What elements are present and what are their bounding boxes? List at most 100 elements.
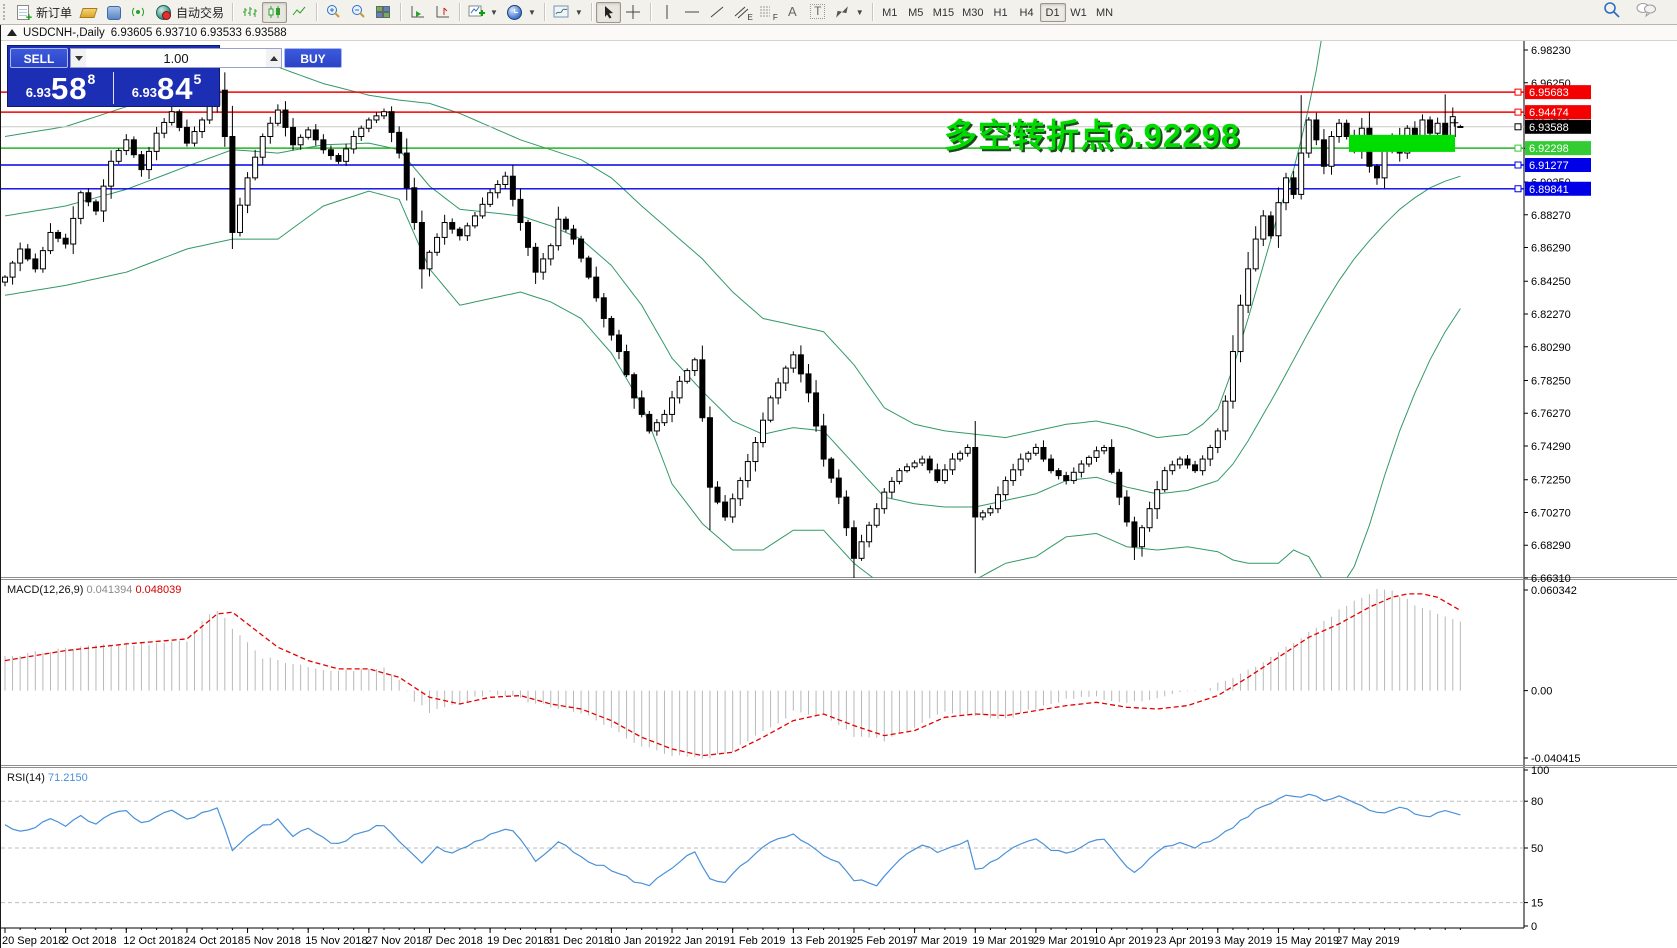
axis-label: 10 Apr 2019 — [1094, 935, 1153, 947]
clock-icon — [506, 4, 523, 20]
indicators-menu-button[interactable]: ▼ — [464, 2, 502, 23]
axis-label: 6.80290 — [1531, 342, 1571, 354]
volume-up-icon — [269, 55, 278, 61]
timeframe-button-MN[interactable]: MN — [1092, 3, 1118, 22]
sell-price-display[interactable]: 6.93 58 8 — [25, 71, 96, 106]
label-icon: T — [809, 4, 826, 20]
axis-label: 15 — [1531, 898, 1543, 910]
axis-label: -0.040415 — [1531, 753, 1581, 765]
toolbar-group-right — [1603, 1, 1675, 23]
toolbar-group-timeframes: M1 M5 M15 M30 H1 H4 D1 W1 MN — [877, 0, 1118, 24]
periods-menu-button[interactable]: ▼ — [502, 2, 540, 23]
zoom-out-button[interactable] — [346, 2, 371, 23]
toolbar-drag-handle[interactable] — [3, 4, 8, 20]
gold-bar-icon — [79, 4, 98, 20]
axis-label: 6.76270 — [1531, 408, 1571, 420]
depth-of-market-button[interactable] — [101, 2, 126, 23]
buy-button[interactable]: BUY — [284, 48, 342, 68]
timeframe-button-M15[interactable]: M15 — [929, 3, 958, 22]
horizontal-line-icon — [684, 4, 701, 20]
candlestick-chart-button[interactable] — [262, 1, 288, 23]
timeframe-button-D1[interactable]: D1 — [1039, 2, 1066, 22]
dropdown-caret-icon: ▼ — [855, 7, 864, 17]
chart-titlebar: USDCNH-,Daily 6.93605 6.93710 6.93533 6.… — [1, 25, 1677, 41]
axis-label: 6.98230 — [1531, 45, 1571, 57]
toolbar-separator — [590, 3, 592, 21]
text-label-button[interactable]: T — [805, 2, 830, 23]
autotrading-button[interactable]: 自动交易 — [151, 2, 228, 23]
tile-windows-icon — [375, 4, 392, 20]
zoom-in-button[interactable] — [321, 2, 346, 23]
cursor-arrow-icon — [600, 4, 617, 20]
chat-icon[interactable] — [1635, 1, 1657, 23]
axis-label: 24 Oct 2018 — [184, 935, 244, 947]
templates-button[interactable]: ▼ — [549, 2, 587, 23]
axis-label: 6.70270 — [1531, 507, 1571, 519]
axis-label: 0.00 — [1531, 686, 1552, 698]
axis-label: 27 Nov 2018 — [366, 935, 428, 947]
axis-label: 6.68290 — [1531, 540, 1571, 552]
toolbar-group-cursor — [595, 0, 646, 24]
line-chart-button[interactable] — [287, 2, 312, 23]
channel-icon: E — [734, 4, 753, 22]
volume-increase-button[interactable] — [266, 49, 281, 67]
timeframe-button-M5[interactable]: M5 — [903, 3, 929, 22]
toolbar-group-indicators: ▼ ▼ — [464, 0, 540, 24]
toolbar-group-templates: ▼ — [549, 0, 587, 24]
volume-input[interactable] — [86, 49, 266, 67]
text-tool-button[interactable]: A — [780, 2, 805, 23]
axis-label: 20 Sep 2018 — [2, 935, 64, 947]
axis-label: 2 Oct 2018 — [63, 935, 117, 947]
axis-label: 23 Apr 2019 — [1154, 935, 1213, 947]
vertical-line-button[interactable] — [655, 2, 680, 23]
toolbar-separator — [871, 3, 873, 21]
timeframe-button-M1[interactable]: M1 — [877, 3, 903, 22]
new-order-icon: + — [15, 4, 32, 24]
zoom-out-icon — [350, 4, 367, 20]
axis-label: 6.88270 — [1531, 210, 1571, 222]
chart-ohlc-readout: 6.93605 6.93710 6.93533 6.93588 — [110, 26, 287, 39]
axis-label: 19 Dec 2018 — [487, 935, 549, 947]
search-icon[interactable] — [1603, 1, 1621, 23]
axis-label: 0 — [1531, 921, 1537, 933]
chart-window-icon — [7, 29, 17, 36]
timeframe-button-H4[interactable]: H4 — [1014, 3, 1040, 22]
gold-chart-button[interactable] — [76, 2, 101, 23]
toolbar-separator — [232, 3, 234, 21]
axis-label: 6.91277 — [1529, 160, 1569, 172]
sell-button[interactable]: SELL — [10, 48, 68, 68]
auto-scroll-button[interactable] — [405, 2, 430, 23]
axis-label: 25 Feb 2019 — [851, 935, 913, 947]
chart-shift-button[interactable] — [430, 2, 455, 23]
tile-windows-button[interactable] — [371, 2, 396, 23]
horizontal-line-button[interactable] — [680, 2, 705, 23]
axis-label: 50 — [1531, 843, 1543, 855]
price-level-badge: 6.92298 — [1525, 141, 1591, 156]
timeframe-button-M30[interactable]: M30 — [958, 3, 987, 22]
signals-button[interactable] — [126, 2, 151, 23]
timeframe-button-H1[interactable]: H1 — [988, 3, 1014, 22]
price-chart-canvas[interactable]: 6.982306.962506.942706.922906.902506.882… — [1, 41, 1677, 948]
trendline-button[interactable] — [705, 2, 730, 23]
crosshair-button[interactable] — [621, 2, 646, 23]
volume-decrease-button[interactable] — [71, 49, 86, 67]
bar-chart-button[interactable] — [237, 2, 262, 23]
axis-label: 5 Nov 2018 — [245, 935, 301, 947]
axis-label: 7 Dec 2018 — [426, 935, 482, 947]
buy-price-display[interactable]: 6.93 84 5 — [131, 71, 202, 106]
trendline-icon — [709, 4, 726, 20]
axis-label: 6.74290 — [1531, 441, 1571, 453]
fibonacci-button[interactable]: F — [755, 2, 780, 23]
axis-label: 0.060342 — [1531, 585, 1577, 597]
new-order-button[interactable]: + 新订单 — [11, 2, 76, 24]
axis-label: 6.84250 — [1531, 276, 1571, 288]
timeframe-button-W1[interactable]: W1 — [1066, 3, 1092, 22]
axis-label: 100 — [1531, 765, 1549, 777]
cursor-button[interactable] — [595, 1, 621, 23]
equidistant-channel-button[interactable]: E — [730, 2, 755, 23]
arrows-tool-button[interactable]: ▼ — [830, 2, 868, 23]
axis-label: 29 Mar 2019 — [1033, 935, 1095, 947]
vertical-line-icon — [659, 4, 676, 20]
